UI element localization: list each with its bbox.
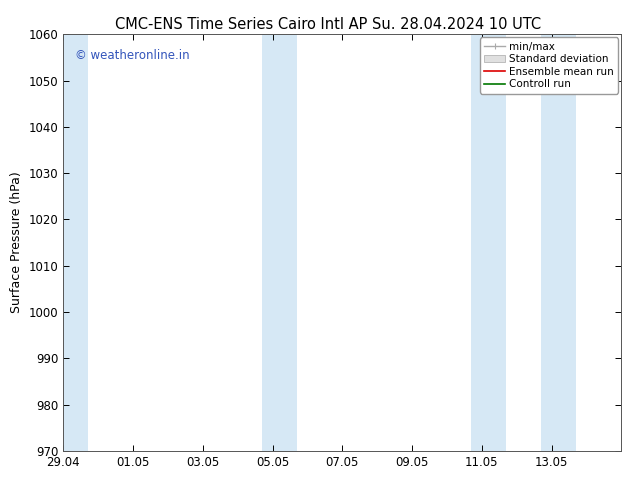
Legend: min/max, Standard deviation, Ensemble mean run, Controll run: min/max, Standard deviation, Ensemble me… <box>480 37 618 94</box>
Bar <box>541 34 576 451</box>
Bar <box>471 34 506 451</box>
Text: CMC-ENS Time Series Cairo Intl AP: CMC-ENS Time Series Cairo Intl AP <box>115 17 367 32</box>
Text: Su. 28.04.2024 10 UTC: Su. 28.04.2024 10 UTC <box>372 17 541 32</box>
Text: © weatheronline.in: © weatheronline.in <box>75 49 189 62</box>
Bar <box>53 34 87 451</box>
Y-axis label: Surface Pressure (hPa): Surface Pressure (hPa) <box>10 172 23 314</box>
Bar <box>262 34 297 451</box>
